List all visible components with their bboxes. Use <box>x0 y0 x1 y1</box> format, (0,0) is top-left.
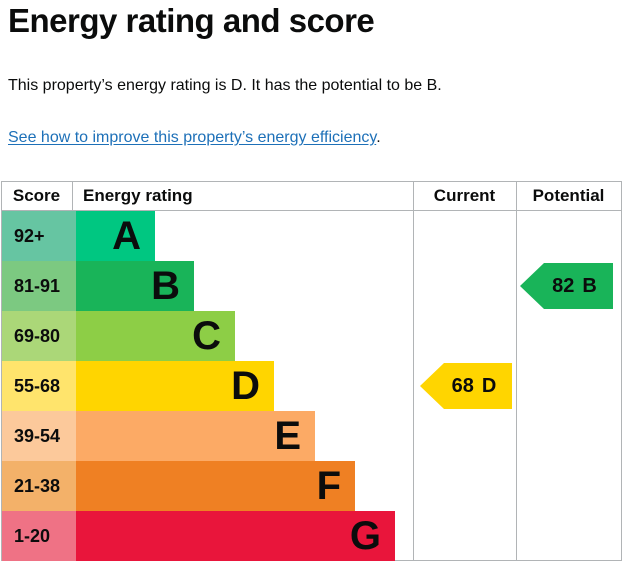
column-header-energy-rating: Energy rating <box>83 186 193 205</box>
improve-efficiency-line: See how to improve this property’s energ… <box>8 129 381 147</box>
score-range-cell: 1-20 <box>2 511 76 561</box>
improve-efficiency-link[interactable]: See how to improve this property’s energ… <box>8 129 377 146</box>
band-letter: F <box>316 464 341 508</box>
band-row: 21-38 F <box>0 461 625 511</box>
chart-header-underline <box>1 210 622 211</box>
divider-rating-current <box>413 181 414 561</box>
band-bar: B <box>76 261 194 311</box>
band-letter: G <box>349 514 381 558</box>
column-header-score: Score <box>12 186 61 205</box>
band-rows: 92+ A 81-91 B 69-80 C 55-68 D 39-54 E 21… <box>0 211 625 561</box>
band-row: 55-68 D <box>0 361 625 411</box>
score-range-cell: 55-68 <box>2 361 76 411</box>
link-suffix: . <box>376 129 381 146</box>
rating-summary: This property’s energy rating is D. It h… <box>8 77 442 94</box>
energy-rating-chart: Score Energy rating Current Potential 92… <box>0 181 625 562</box>
chart-border-top <box>1 181 622 182</box>
band-bar: F <box>76 461 355 511</box>
band-letter: E <box>274 414 301 458</box>
divider-score-rating <box>72 181 73 210</box>
band-row: 1-20 G <box>0 511 625 561</box>
potential-band-letter: B <box>582 274 597 297</box>
chart-border-left <box>1 181 2 561</box>
score-range-cell: 92+ <box>2 211 76 261</box>
current-band-letter: D <box>481 374 497 397</box>
band-row: 92+ A <box>0 211 625 261</box>
band-row: 39-54 E <box>0 411 625 461</box>
potential-rating-marker: 82 B <box>520 263 613 309</box>
band-bar: C <box>76 311 235 361</box>
score-range-cell: 81-91 <box>2 261 76 311</box>
column-header-current: Current <box>433 186 496 205</box>
score-range-cell: 21-38 <box>2 461 76 511</box>
band-letter: D <box>231 364 260 408</box>
band-letter: B <box>151 264 180 308</box>
band-row: 69-80 C <box>0 311 625 361</box>
band-bar: A <box>76 211 155 261</box>
band-bar: E <box>76 411 315 461</box>
band-bar: G <box>76 511 395 561</box>
potential-score-value: 82 <box>552 274 575 297</box>
column-header-potential: Potential <box>532 186 605 205</box>
divider-current-potential <box>516 181 517 561</box>
band-bar: D <box>76 361 274 411</box>
band-row: 81-91 B <box>0 261 625 311</box>
band-letter: C <box>192 314 221 358</box>
page-title: Energy rating and score <box>8 2 375 39</box>
chart-border-right <box>621 181 622 561</box>
score-range-cell: 39-54 <box>2 411 76 461</box>
current-score-value: 68 <box>451 374 474 397</box>
score-range-cell: 69-80 <box>2 311 76 361</box>
band-letter: A <box>112 214 141 258</box>
